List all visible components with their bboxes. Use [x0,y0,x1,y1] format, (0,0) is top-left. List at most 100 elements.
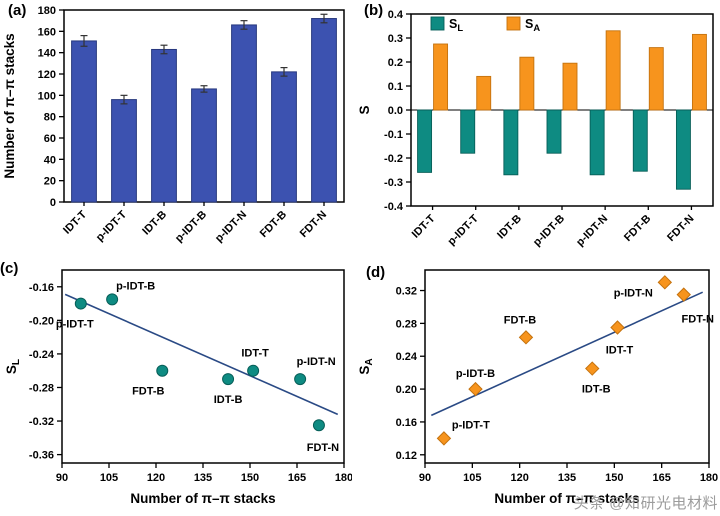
bar-sl-FDT-B [632,109,648,172]
legend-label-sa: SA [525,17,540,33]
bar-p-IDT-N [231,24,257,203]
trend-line [430,291,704,417]
y-tick-label: -0.32 [29,416,54,428]
point-label: IDT-B [214,394,243,406]
bar-sa-p-IDT-T [476,75,492,111]
point-label: p-IDT-T [452,419,490,431]
y-tick-label: 0.4 [388,9,404,21]
y-tick-label: 0.3 [388,33,403,45]
point-FDT-B [518,330,534,345]
point-IDT-B [222,373,235,386]
y-tick-label: 0.2 [388,57,403,69]
y-tick-label: -0.16 [29,282,54,294]
x-tick-label: 135 [194,472,212,484]
legend-swatch-sa [506,16,521,31]
point-label: FDT-N [307,442,339,454]
category-label: IDT-B [140,209,169,238]
point-label: p-IDT-B [116,280,155,292]
y-tick-label: -0.20 [29,315,54,327]
chart-b-bar-order-parameters: -0.4 -0.3 -0.2 -0.1 0.0 0.1 0.2 0.3 0.4 IDT-T p-ID… [357,9,714,249]
point-label: IDT-B [582,384,611,396]
y-tick-label: -0.1 [384,129,403,141]
x-tick-label: 150 [241,472,259,484]
point-label: p-IDT-T [56,319,94,331]
category-label: FDT-B [258,209,289,240]
plot-frame [424,269,710,464]
point-label: IDT-T [606,344,634,356]
category-label: p-IDT-N [213,209,249,245]
point-IDT-T [247,364,260,377]
category-label: FDT-N [665,213,696,244]
y-axis-label: Number of π–π stacks [2,33,17,178]
y-tick-label: -0.24 [29,349,55,361]
point-p-IDT-B [468,381,483,397]
y-tick-label: 60 [44,133,56,145]
category-label: p-IDT-N [574,213,610,249]
point-p-IDT-N [657,275,673,290]
y-tick-label: 0.12 [396,450,417,462]
bar-sa-p-IDT-B [562,62,578,111]
panel-label-a: (a) [8,2,27,19]
point-IDT-B [585,361,600,376]
y-tick-label: 0.28 [396,318,417,330]
point-FDT-N [312,419,325,432]
chart-a-bar-pi-stacks: 0 20 40 60 80 100 120 140 160 180 IDT-T p-IDT-T IDT-… [2,5,345,245]
x-tick-label: 105 [100,472,118,484]
point-label: p-IDT-B [456,368,495,380]
y-tick-label: 100 [38,90,56,102]
y-tick-label: 20 [44,176,56,188]
bar-p-IDT-B [191,88,217,203]
bar-FDT-B [271,71,297,203]
category-label: FDT-B [622,213,653,244]
bar-sl-p-IDT-N [589,109,605,176]
point-FDT-B [156,364,169,377]
x-tick-label: 135 [558,472,576,484]
point-p-IDT-T [436,431,452,446]
y-tick-label: -0.2 [384,153,403,165]
point-label: p-IDT-N [614,287,653,299]
y-tick-label: 0.20 [396,384,417,396]
point-label: FDT-B [504,314,536,326]
bar-FDT-N [311,18,337,203]
legend-label-sl: SL [449,17,463,33]
y-tick-label: 0.16 [396,417,417,429]
bar-sa-IDT-T [433,43,449,111]
point-label: IDT-T [241,348,269,360]
x-tick-label: 180 [335,472,352,484]
bar-p-IDT-T [111,99,137,203]
point-IDT-T [610,320,625,335]
x-tick-label: 90 [419,472,431,484]
y-tick-label: 0.0 [388,105,403,117]
bar-sl-p-IDT-B [546,109,562,154]
bar-sl-FDT-N [675,109,691,190]
x-tick-label: 90 [56,472,68,484]
bar-sl-IDT-B [503,109,519,176]
y-tick-label: 160 [38,26,56,38]
bar-sl-IDT-T [417,109,433,173]
category-label: p-IDT-T [446,212,481,247]
chart-c-scatter-sl-vs-stacks: -0.36 -0.32 -0.28 -0.24 -0.20 -0.16 90 105 120 13… [4,269,352,506]
bar-sa-FDT-B [648,47,664,111]
category-label: p-IDT-T [94,208,129,243]
x-axis-label: Number of π–π stacks [494,491,639,506]
x-tick-label: 180 [700,472,718,484]
y-axis-label: SA [357,358,375,375]
bar-IDT-T [71,40,97,203]
bar-IDT-B [151,48,177,203]
chart-d-scatter-sa-vs-stacks: 0.12 0.16 0.20 0.24 0.28 0.32 90 105 120 135 150 16… [357,269,718,506]
y-tick-label: 80 [44,112,56,124]
x-tick-label: 105 [463,472,481,484]
point-p-IDT-N [294,373,307,386]
point-FDT-N [676,287,691,302]
bar-sl-p-IDT-T [460,109,476,154]
y-tick-label: -0.28 [29,382,54,394]
y-tick-label: 0.1 [388,81,403,93]
category-label: p-IDT-B [531,213,567,249]
y-tick-label: 40 [44,154,56,166]
x-tick-label: 120 [147,472,165,484]
y-tick-label: 180 [38,5,56,17]
y-axis-label: SL [4,359,22,374]
y-tick-label: 0 [50,197,56,209]
panel-label-c: (c) [0,260,19,277]
